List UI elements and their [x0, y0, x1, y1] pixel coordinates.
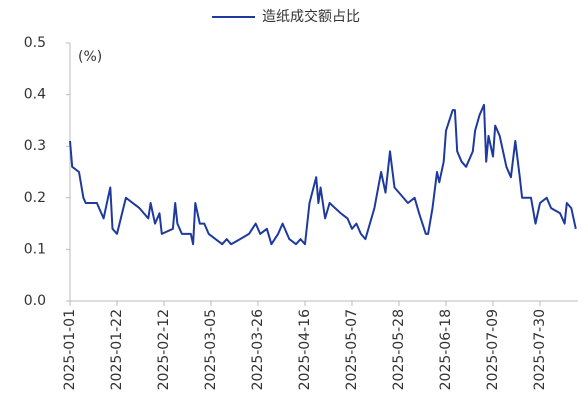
- data-line: [69, 103, 577, 246]
- y-tick-label: 0.4: [24, 87, 46, 103]
- x-tick-label: 2025-05-28: [391, 309, 407, 390]
- legend-label: 造纸成交额占比: [262, 8, 360, 25]
- y-tick-label: 0.1: [24, 241, 46, 257]
- x-tick-label: 2025-07-30: [532, 309, 548, 390]
- x-tick-label: 2025-01-01: [62, 309, 78, 390]
- x-tick-label: 2025-05-07: [344, 309, 360, 390]
- x-tick-label: 2025-02-12: [156, 309, 172, 390]
- y-tick-label: 0.5: [24, 35, 46, 51]
- x-tick-label: 2025-07-09: [485, 309, 501, 390]
- y-tick-label: 0.3: [24, 138, 46, 154]
- y-tick-label: 0.0: [24, 293, 46, 309]
- y-tick-label: 0.2: [24, 190, 46, 206]
- x-tick-label: 2025-03-26: [250, 309, 266, 390]
- x-tick-label: 2025-06-18: [438, 309, 454, 390]
- x-tick-label: 2025-01-22: [109, 309, 125, 390]
- x-tick-label: 2025-03-05: [203, 309, 219, 390]
- x-tick-label: 2025-04-16: [297, 309, 313, 390]
- unit-annotation: (%): [78, 49, 102, 65]
